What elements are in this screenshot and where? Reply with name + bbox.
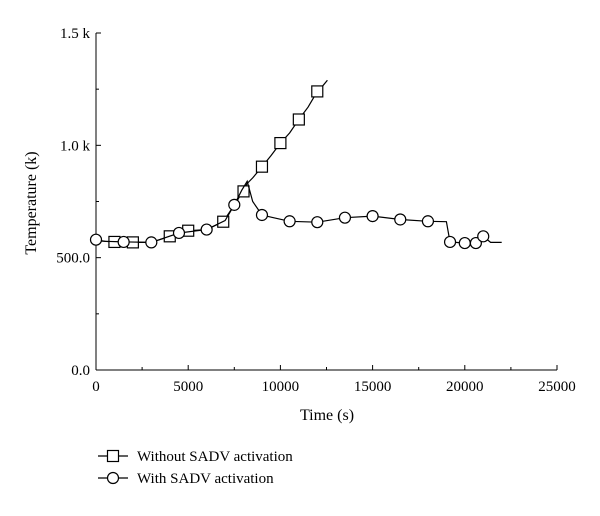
data-point [311, 216, 324, 229]
data-point [283, 215, 296, 228]
legend-label: With SADV activation [137, 471, 274, 487]
x-tick-label: 25000 [538, 379, 576, 395]
series-line [95, 179, 502, 244]
data-point [145, 236, 158, 249]
legend-label: Without SADV activation [137, 449, 293, 465]
data-point [255, 160, 269, 173]
data-point [366, 210, 379, 223]
legend-item: With SADV activation [98, 471, 274, 487]
data-point [117, 235, 130, 249]
data-point [338, 211, 352, 224]
data-point [172, 226, 186, 240]
data-point [237, 185, 250, 198]
data-point [274, 136, 287, 150]
x-tick-label: 20000 [446, 379, 484, 395]
data-point [477, 230, 490, 243]
data-point [394, 213, 407, 226]
data-point [421, 215, 435, 228]
data-point [255, 208, 269, 222]
legend-item: Without SADV activation [98, 449, 293, 465]
data-point [443, 235, 457, 249]
x-tick-label: 15000 [354, 379, 392, 395]
y-tick-label: 1.5 k [60, 26, 91, 42]
x-tick-label: 0 [92, 379, 100, 395]
data-point [200, 223, 213, 236]
circle-marker-icon [106, 471, 120, 485]
y-tick-label: 500.0 [56, 251, 90, 267]
y-tick-label: 0.0 [71, 363, 90, 379]
series-layer [89, 79, 502, 250]
data-point [311, 85, 324, 98]
x-tick-label: 5000 [173, 379, 203, 395]
data-point [458, 236, 471, 250]
axes: 0 5000 10000 15000 20000 25000 0.0 500.0 1.0 k 1.… [56, 26, 576, 395]
x-tick-label: 10000 [262, 379, 300, 395]
series-2 [89, 179, 502, 250]
data-point [469, 236, 482, 250]
data-point [89, 233, 103, 246]
y-tick-label: 1.0 k [60, 138, 91, 154]
data-point [228, 198, 241, 211]
data-point [292, 113, 305, 126]
x-axis-label: Time (s) [300, 407, 354, 424]
y-axis-label: Temperature (k) [23, 151, 40, 254]
square-marker-icon [106, 449, 120, 463]
legend: Without SADV activation With SADV activat… [98, 449, 293, 487]
